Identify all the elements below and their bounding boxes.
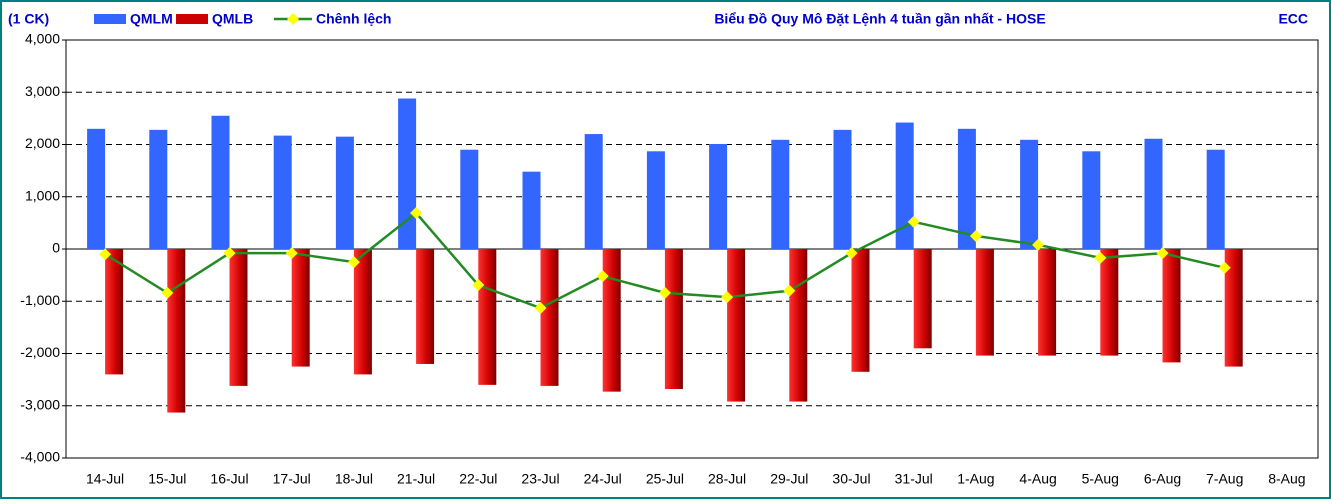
bar	[584, 134, 603, 249]
marker	[534, 302, 547, 315]
marker	[1094, 251, 1107, 264]
plot-border	[65, 39, 1319, 459]
bar	[416, 249, 435, 364]
marker	[1218, 261, 1231, 274]
bar	[1082, 151, 1101, 249]
x-tick-label: 29-Jul	[770, 471, 808, 487]
bar	[87, 128, 106, 249]
y-tick-label: 0	[52, 240, 60, 256]
bar	[105, 249, 124, 375]
bar	[522, 171, 541, 249]
x-tick-label: 6-Aug	[1144, 471, 1181, 487]
marker	[1032, 238, 1045, 251]
bar	[460, 149, 479, 249]
x-tick-label: 4-Aug	[1019, 471, 1056, 487]
source: ECC	[1278, 11, 1308, 27]
x-tick-label: 23-Jul	[521, 471, 559, 487]
bar	[975, 249, 994, 356]
bar	[1100, 249, 1119, 356]
marker	[161, 286, 174, 299]
bar	[1038, 249, 1057, 356]
bar	[833, 129, 852, 249]
bar	[211, 115, 230, 249]
y-tick-label: -2,000	[20, 344, 60, 360]
bar	[291, 249, 310, 367]
x-tick-label: 25-Jul	[646, 471, 684, 487]
bar	[913, 249, 932, 349]
y-tick-label: -1,000	[20, 292, 60, 308]
unit-label: (1 CK)	[8, 11, 49, 27]
x-tick-label: 17-Jul	[273, 471, 311, 487]
bar	[646, 151, 665, 249]
x-tick-label: 21-Jul	[397, 471, 435, 487]
x-tick-label: 31-Jul	[895, 471, 933, 487]
marker	[410, 206, 423, 219]
bar	[149, 129, 168, 249]
bar	[353, 249, 372, 375]
x-tick-label: 18-Jul	[335, 471, 373, 487]
legend-label: Chênh lệch	[316, 11, 391, 27]
bar	[1020, 139, 1039, 249]
bar	[1162, 249, 1181, 363]
x-tick-label: 22-Jul	[459, 471, 497, 487]
x-tick-label: 28-Jul	[708, 471, 746, 487]
chart-title: Biểu Đồ Quy Mô Đặt Lệnh 4 tuần gần nhất …	[714, 11, 1045, 27]
y-tick-label: 4,000	[25, 31, 60, 47]
x-tick-label: 16-Jul	[210, 471, 248, 487]
marker	[223, 247, 236, 260]
bar	[602, 249, 621, 392]
x-tick-label: 8-Aug	[1268, 471, 1305, 487]
x-tick-label: 24-Jul	[584, 471, 622, 487]
legend-marker	[287, 13, 299, 25]
marker	[347, 256, 360, 269]
marker	[1156, 247, 1169, 260]
marker	[658, 286, 671, 299]
marker	[845, 247, 858, 260]
marker	[907, 215, 920, 228]
x-tick-label: 7-Aug	[1206, 471, 1243, 487]
bar	[1224, 249, 1243, 367]
bar	[1206, 149, 1225, 249]
bar	[273, 135, 292, 249]
x-tick-label: 1-Aug	[957, 471, 994, 487]
marker	[969, 229, 982, 242]
legend-label: QMLM	[130, 11, 173, 27]
bar	[229, 249, 248, 386]
bar	[789, 249, 808, 402]
bar	[895, 122, 914, 249]
marker	[99, 248, 112, 261]
legend-swatch	[94, 14, 126, 24]
marker	[783, 284, 796, 297]
legend-swatch	[176, 14, 208, 24]
y-tick-label: 1,000	[25, 187, 60, 203]
marker	[721, 291, 734, 304]
marker	[472, 279, 485, 292]
bar	[335, 136, 354, 249]
bar	[540, 249, 559, 386]
bar	[1144, 138, 1163, 249]
bar	[851, 249, 870, 372]
y-tick-label: 3,000	[25, 83, 60, 99]
y-tick-label: -3,000	[20, 396, 60, 412]
x-tick-label: 5-Aug	[1082, 471, 1119, 487]
bar	[398, 98, 417, 250]
bar	[727, 249, 746, 402]
y-tick-label: -4,000	[20, 449, 60, 465]
x-tick-label: 30-Jul	[832, 471, 870, 487]
y-tick-label: 2,000	[25, 135, 60, 151]
bar	[167, 249, 186, 413]
bar	[771, 139, 790, 249]
marker	[596, 270, 609, 283]
bar	[664, 249, 683, 390]
marker	[285, 247, 298, 260]
bar	[709, 143, 728, 249]
x-tick-label: 14-Jul	[86, 471, 124, 487]
bar	[957, 128, 976, 249]
legend-label: QMLB	[212, 11, 253, 27]
x-tick-label: 15-Jul	[148, 471, 186, 487]
bar	[478, 249, 497, 385]
